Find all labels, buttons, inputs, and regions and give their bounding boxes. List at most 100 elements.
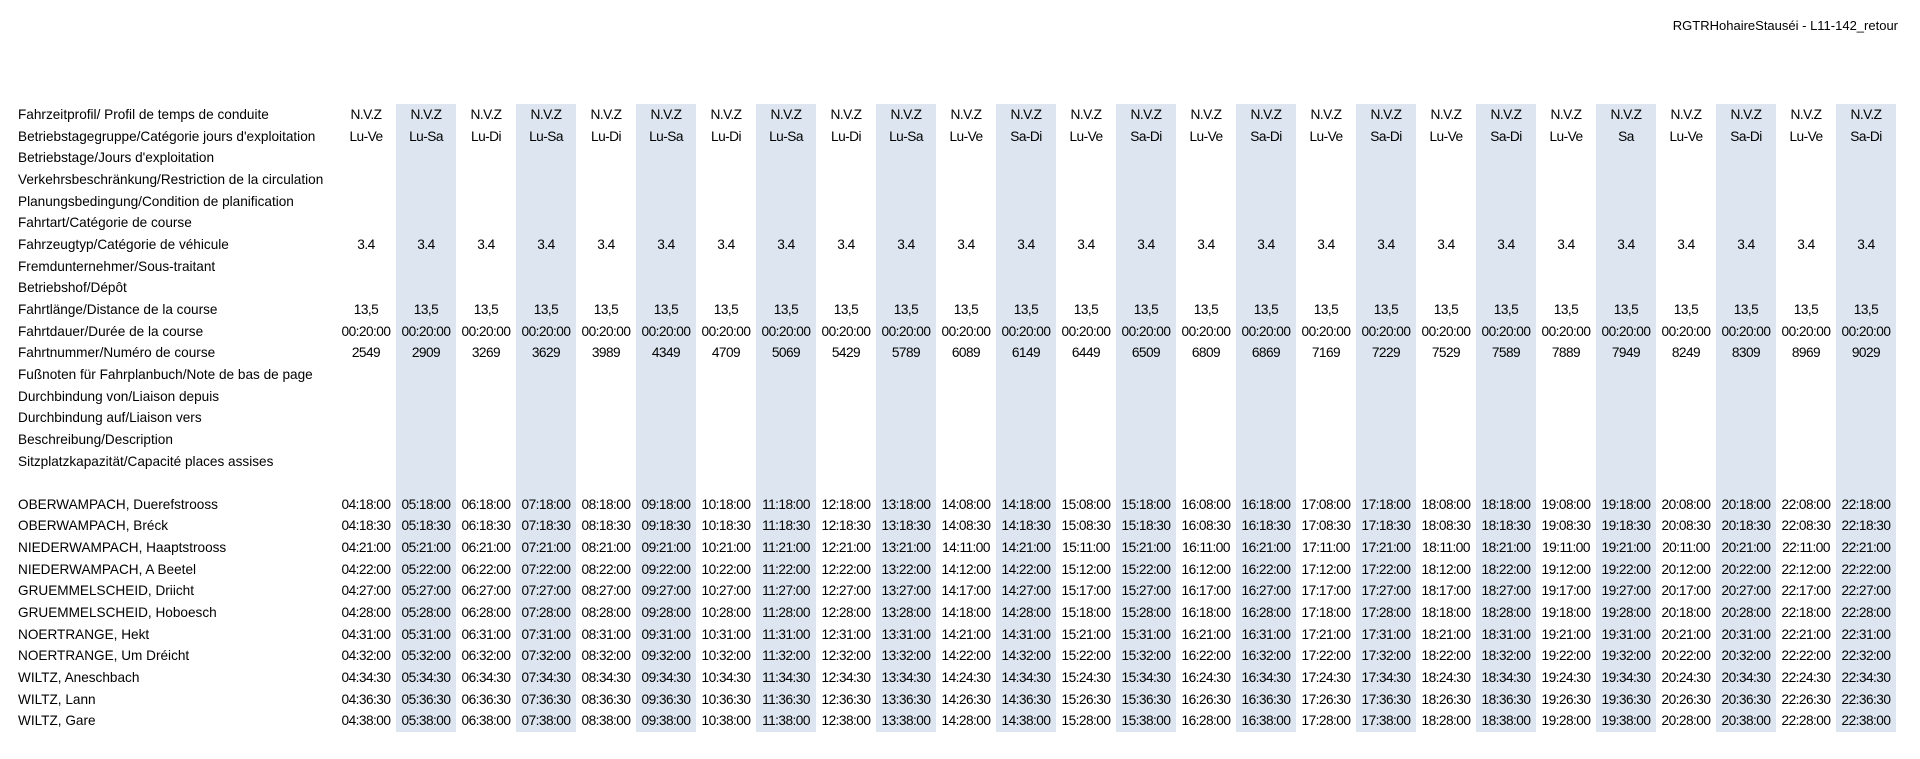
trip-duration-cell: 00:20:00 [1421,323,1471,339]
departure-time-cell: 06:38:00 [461,713,511,729]
trip-vehicle-cell: 3.4 [1116,233,1176,256]
empty-cell [1836,190,1896,213]
departure-time-cell: 22:28:00 [1781,713,1831,729]
departure-time-cell: 22:21:00 [1781,626,1831,642]
departure-time-cell: 15:08:00 [1061,496,1111,512]
row-label: Fahrtnummer/Numéro de course [18,345,216,361]
empty-cell [396,407,456,429]
empty-cell [636,255,696,278]
empty-cell [1716,450,1776,473]
departure-time-cell: 06:36:30 [461,691,511,707]
departure-time-cell: 14:38:00 [996,710,1056,733]
trip-distance-cell: 13,5 [953,301,979,317]
trip-duration-cell: 00:20:00 [1661,323,1711,339]
empty-cell [1596,168,1656,191]
trip-distance-cell: 13,5 [1116,298,1176,321]
trip-profile-cell: N.V.Z [1236,104,1296,126]
empty-cell [1416,277,1476,299]
empty-cell [1296,212,1356,234]
empty-cell [576,169,636,191]
departure-time-cell: 15:18:30 [1116,515,1176,538]
departure-time-cell: 19:18:00 [1596,493,1656,516]
empty-cell [456,451,516,473]
departure-time-cell: 17:31:00 [1356,623,1416,646]
header-row: Fahrtnummer/Numéro de course 2549 2909 3269… [18,342,1896,364]
departure-time-cell: 15:36:30 [1116,688,1176,711]
trip-distance-cell: 13,5 [876,298,936,321]
departure-time-cell: 16:21:00 [1236,537,1296,559]
departure-time-cell: 09:27:00 [636,580,696,603]
empty-cell [936,191,996,213]
header-row: Fahrzeitprofil/ Profil de temps de condu… [18,104,1896,126]
empty-cell [1476,277,1536,299]
empty-cell [816,191,876,213]
row-label: Planungsbedingung/Condition de planifica… [18,193,294,209]
departure-time-cell: 04:21:00 [341,540,391,556]
departure-time-cell: 08:18:30 [581,518,631,534]
empty-cell [1716,147,1776,169]
departure-time-cell: 18:24:30 [1421,670,1471,686]
trip-trip-number-cell: 8249 [1671,345,1701,361]
departure-time-cell: 09:31:00 [636,623,696,646]
departure-time-cell: 11:38:00 [756,710,816,733]
empty-cell [1116,190,1176,213]
departure-time-cell: 19:08:00 [1541,496,1591,512]
empty-cell [756,385,816,408]
empty-cell [1716,255,1776,278]
empty-cell [576,386,636,408]
departure-time-cell: 10:36:30 [701,691,751,707]
departure-time-cell: 17:08:00 [1301,496,1351,512]
departure-time-cell: 14:08:30 [941,518,991,534]
stop-row: GRUEMMELSCHEID, Driicht 04:27:00 05:27:00 0… [18,580,1896,603]
trip-distance-cell: 13,5 [473,301,499,317]
empty-cell [756,277,816,299]
row-label: Beschreibung/Description [18,431,173,447]
empty-cell [336,277,396,299]
departure-time-cell: 06:28:00 [461,605,511,621]
trip-days-cell: Lu-Sa [876,125,936,148]
empty-cell [516,363,576,386]
empty-cell [1176,451,1236,473]
separator-label [18,472,336,494]
departure-time-cell: 11:18:30 [756,515,816,538]
trip-trip-number-cell: 4709 [711,345,741,361]
trip-days-cell: Lu-Ve [349,128,383,144]
empty-cell [576,451,636,473]
empty-cell [996,363,1056,386]
empty-cell [336,364,396,386]
empty-cell [1476,147,1536,169]
departure-time-cell: 22:12:00 [1781,561,1831,577]
departure-time-cell: 05:36:30 [396,688,456,711]
departure-time-cell: 12:21:00 [821,540,871,556]
departure-time-cell: 15:28:00 [1061,713,1111,729]
empty-cell [696,147,756,169]
trip-days-cell: Sa-Di [996,125,1056,148]
departure-time-cell: 13:21:00 [876,537,936,559]
departure-time-cell: 20:28:00 [1716,602,1776,624]
empty-cell [1116,428,1176,451]
stop-name: OBERWAMPACH, Duerefstrooss [18,496,218,512]
empty-cell [936,212,996,234]
departure-time-cell: 16:11:00 [1182,540,1230,556]
trip-distance-cell: 13,5 [1836,298,1896,321]
trip-trip-number-cell: 4349 [636,342,696,364]
empty-cell [636,277,696,299]
empty-cell [1116,255,1176,278]
empty-cell [996,277,1056,299]
empty-cell [1836,277,1896,299]
trip-trip-number-cell: 7529 [1431,345,1461,361]
departure-time-cell: 22:18:00 [1836,493,1896,516]
trip-trip-number-cell: 3629 [516,342,576,364]
departure-time-cell: 16:08:30 [1181,518,1231,534]
trip-distance-cell: 13,5 [1476,298,1536,321]
empty-cell [1176,429,1236,451]
empty-cell [1596,472,1656,494]
departure-time-cell: 14:36:30 [996,688,1056,711]
departure-time-cell: 17:28:00 [1301,713,1351,729]
header-row: Fahrtart/Catégorie de course [18,212,1896,234]
trip-days-cell: Sa-Di [1116,125,1176,148]
empty-cell [1056,472,1116,494]
empty-cell [1716,168,1776,191]
trip-vehicle-cell: 3.4 [837,236,855,252]
empty-cell [456,147,516,169]
